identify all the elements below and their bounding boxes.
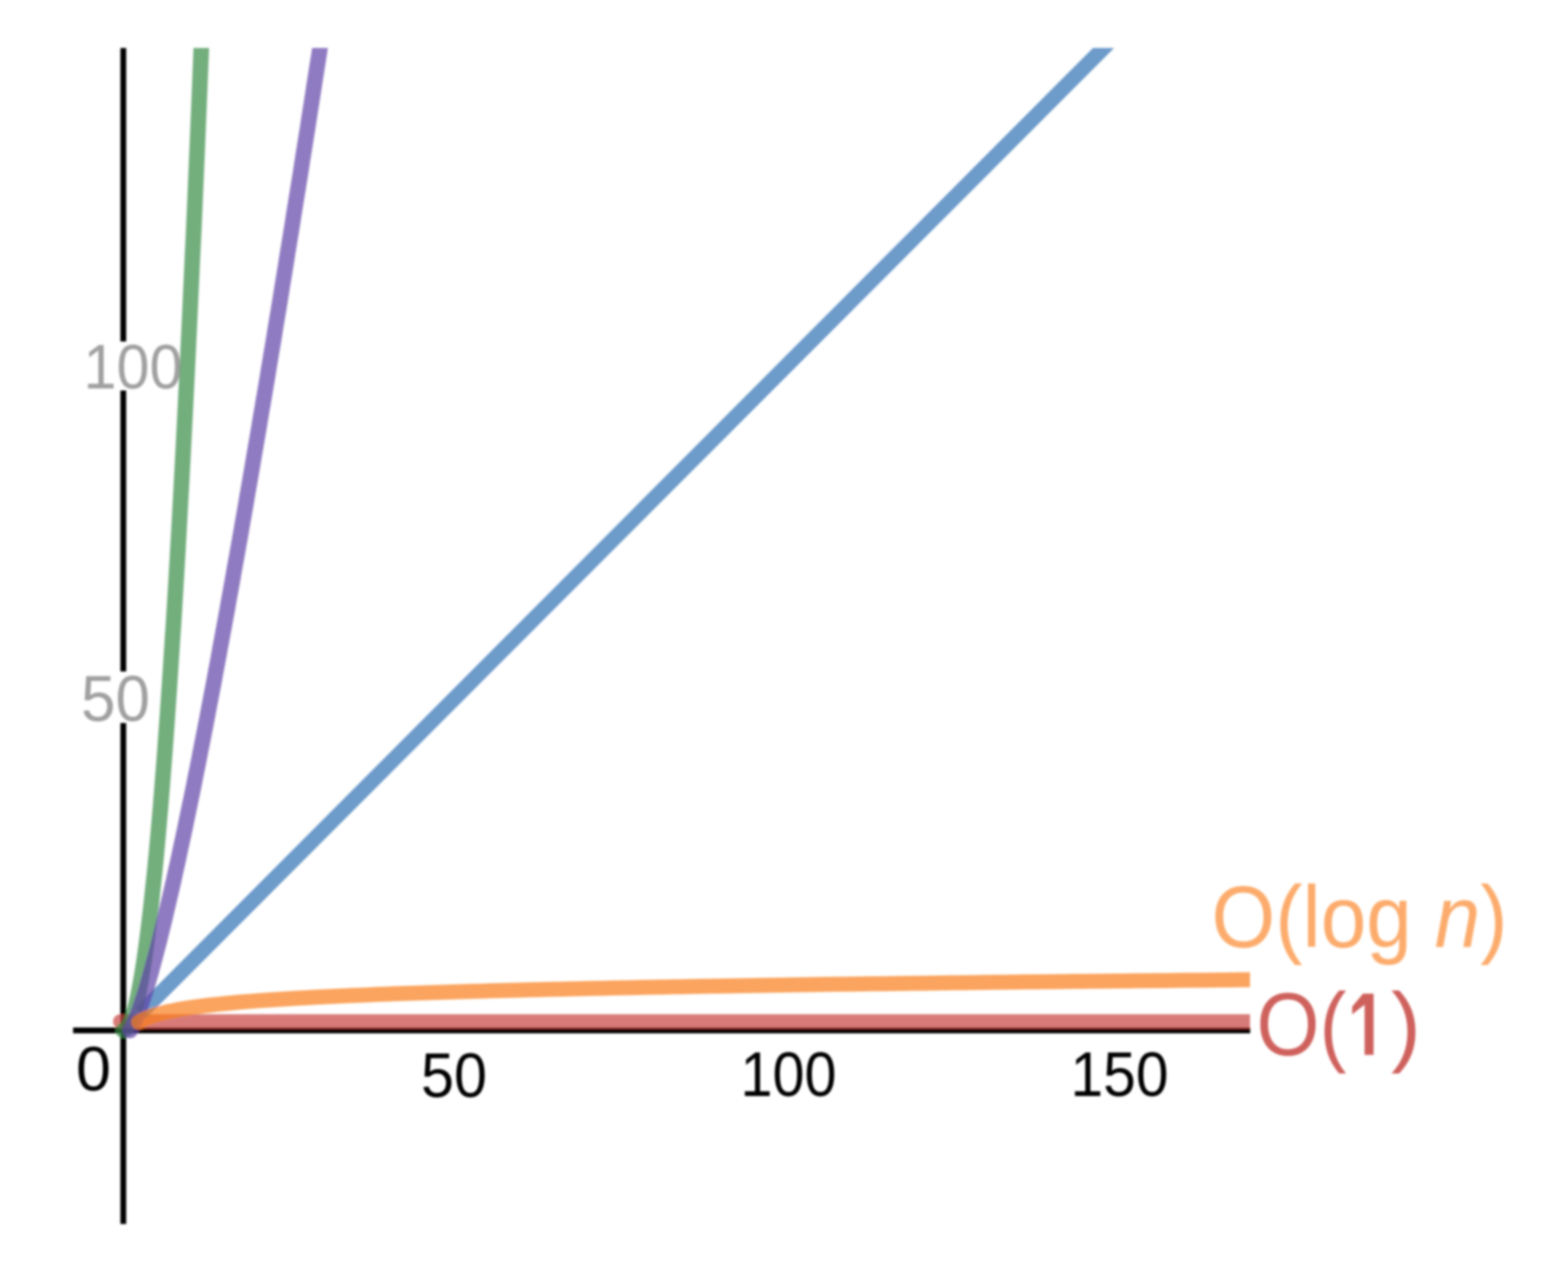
svg-text:50: 50: [81, 662, 150, 735]
svg-text:50: 50: [421, 1041, 487, 1111]
svg-text:): ): [1391, 974, 1421, 1074]
svg-text:100: 100: [84, 332, 183, 402]
svg-text:0: 0: [76, 1035, 111, 1105]
svg-text:O(: O(: [1257, 974, 1347, 1074]
svg-text:O(log n): O(log n): [1212, 869, 1508, 966]
svg-text:100: 100: [741, 1040, 837, 1110]
svg-text:150: 150: [1071, 1040, 1169, 1110]
